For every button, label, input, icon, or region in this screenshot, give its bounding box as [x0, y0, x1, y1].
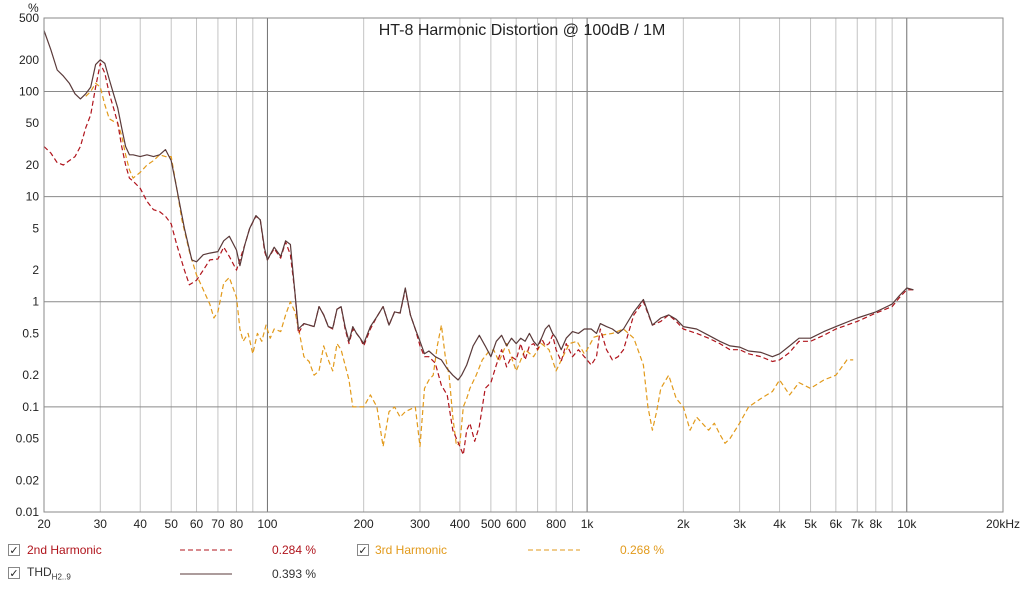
y-tick-label: 1 [32, 295, 39, 309]
y-tick-label: 50 [26, 116, 40, 130]
x-tick-label: 50 [165, 517, 179, 531]
legend-label-2nd-harmonic: 2nd Harmonic [27, 543, 102, 557]
x-tick-label: 3k [733, 517, 747, 531]
legend-sample-3rd-harmonic [528, 549, 580, 551]
y-tick-label: 0.02 [16, 473, 40, 487]
legend-value-thd: 0.393 % [272, 567, 317, 581]
x-tick-label: 20kHz [986, 517, 1020, 531]
y-tick-label: 0.5 [22, 326, 39, 340]
y-tick-label: 500 [19, 11, 39, 25]
checkbox-thd[interactable]: ✓ [8, 567, 20, 580]
legend-label-thd: THDH2..9 [27, 565, 71, 582]
y-tick-label: 100 [19, 84, 39, 98]
legend-sample-thd [180, 573, 232, 575]
x-tick-label: 30 [94, 517, 108, 531]
y-tick-label: 5 [32, 221, 39, 235]
x-tick-label: 10k [897, 517, 917, 531]
chart-title: HT-8 Harmonic Distortion @ 100dB / 1M [379, 22, 666, 39]
x-tick-label: 400 [450, 517, 470, 531]
series-line-3rd-harmonic [85, 82, 854, 448]
y-tick-label: 10 [26, 190, 40, 204]
legend-value-2nd-harmonic: 0.284 % [272, 543, 317, 557]
y-tick-label: 2 [32, 263, 39, 277]
plot-frame [43, 17, 1004, 513]
x-tick-label: 500 [481, 517, 501, 531]
y-tick-label: 200 [19, 53, 39, 67]
x-tick-label: 70 [211, 517, 225, 531]
x-tick-label: 800 [546, 517, 566, 531]
y-tick-label: 0.2 [22, 368, 39, 382]
legend-sample-2nd-harmonic [180, 549, 232, 551]
y-tick-label: 20 [26, 158, 40, 172]
x-tick-label: 6k [830, 517, 844, 531]
x-tick-label: 20 [37, 517, 51, 531]
y-unit-label: % [28, 1, 39, 15]
x-tick-label: 5k [804, 517, 818, 531]
y-tick-labels: 500 200 100 50 20 10 5 2 1 0.5 0.2 0.1 0.05 0.02 0.01 [16, 11, 40, 519]
y-tick-label: 0.05 [16, 432, 40, 446]
grid [43, 18, 1004, 512]
legend-label-3rd-harmonic: 3rd Harmonic [375, 543, 448, 557]
x-tick-label: 4k [773, 517, 787, 531]
x-tick-label: 600 [506, 517, 526, 531]
x-tick-label: 8k [869, 517, 883, 531]
x-tick-label: 300 [410, 517, 430, 531]
checkbox-3rd-harmonic[interactable]: ✓ [357, 544, 369, 557]
legend-value-3rd-harmonic: 0.268 % [620, 543, 665, 557]
y-tick-label: 0.1 [22, 400, 39, 414]
y-tick-label: 0.01 [16, 505, 40, 519]
x-tick-label: 2k [677, 517, 691, 531]
x-tick-label: 60 [190, 517, 204, 531]
series-lines [43, 30, 914, 456]
x-tick-label: 100 [257, 517, 277, 531]
x-tick-label: 1k [581, 517, 595, 531]
x-tick-label: 200 [354, 517, 374, 531]
x-tick-labels: 20 30 40 50 60 70 80 100 200 300 400 500 600 800 1k 2k 3… [37, 517, 1020, 531]
x-tick-label: 80 [230, 517, 244, 531]
x-tick-label: 40 [134, 517, 148, 531]
series-line-thd [43, 30, 914, 381]
x-tick-label: 7k [851, 517, 865, 531]
checkbox-2nd-harmonic[interactable]: ✓ [8, 544, 20, 557]
plot-background [44, 18, 1003, 512]
